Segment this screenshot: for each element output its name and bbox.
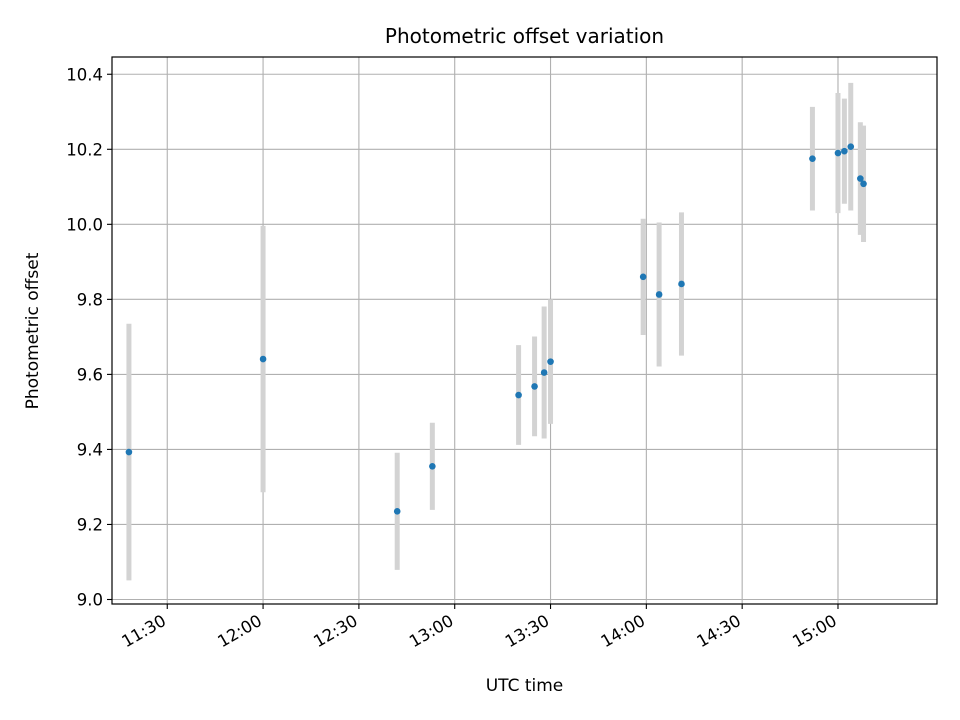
x-tick-label: 14:00 [598,611,649,651]
data-point [857,175,864,182]
y-tick-label: 9.0 [77,590,103,609]
data-points [125,143,867,515]
chart-title: Photometric offset variation [385,24,664,48]
data-point [655,291,663,298]
y-axis-label: Photometric offset [23,252,43,409]
data-point [125,448,133,456]
data-point [393,508,401,515]
y-tick-label: 9.8 [77,290,103,309]
y-tick-label: 10.4 [66,65,103,84]
data-point [639,273,647,281]
y-tick-label: 9.2 [77,515,103,534]
x-axis-label: UTC time [486,676,564,696]
data-point [540,369,548,376]
y-tick-label: 10.2 [66,140,103,159]
x-tick-label: 13:30 [502,611,553,651]
data-point [515,391,522,399]
y-tick-label: 9.6 [77,365,103,384]
data-point [834,149,842,157]
error-bars [126,82,867,581]
data-point [547,358,554,365]
data-point [847,143,855,150]
data-point [841,147,848,155]
y-tick-label: 9.4 [77,440,103,459]
data-point [259,355,267,363]
data-point [678,280,685,288]
x-tick-label: 12:00 [214,611,265,651]
y-tick-label: 10.0 [66,215,103,234]
x-axis-ticks: 11:30 12:00 12:30 13:00 13:30 14:00 14:30 15:00 [119,604,840,651]
data-point [531,383,538,390]
data-point [860,180,867,188]
x-tick-label: 13:00 [406,611,457,651]
data-point [429,463,436,470]
data-point [809,155,816,162]
y-axis-ticks: 9.0 9.2 9.4 9.6 9.8 10.0 10.2 10.4 [66,65,112,609]
x-tick-label: 12:30 [310,611,361,651]
x-tick-label: 11:30 [119,611,170,651]
x-tick-label: 15:00 [789,611,840,651]
x-tick-label: 14:30 [693,611,744,651]
plot-frame [111,56,938,605]
